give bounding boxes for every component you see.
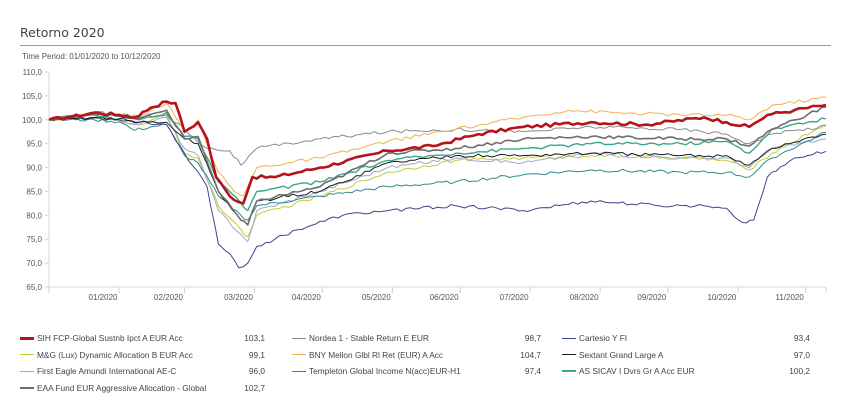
legend-item[interactable]: SIH FCP-Global Sustnb Ipct A EUR Acc	[20, 331, 183, 345]
legend-label: EAA Fund EUR Aggressive Allocation - Glo…	[37, 382, 207, 393]
y-tick-label: 100,0	[22, 116, 43, 125]
x-tick-label: 04/2020	[292, 293, 321, 302]
legend-value: 93,4	[793, 333, 810, 343]
y-tick-label: 110,0	[23, 68, 43, 77]
legend-item[interactable]: M&G (Lux) Dynamic Allocation B EUR Acc	[20, 348, 193, 362]
x-tick-label: 09/2020	[637, 293, 666, 302]
series-line-7[interactable]	[49, 116, 827, 269]
y-tick-label: 105,0	[22, 92, 43, 101]
legend-swatch	[292, 337, 306, 339]
legend-label: AS SICAV I Dvrs Gr A Acc EUR	[579, 366, 695, 376]
legend-label: Cartesio Y FI	[579, 333, 628, 343]
y-tick-label: 70,0	[26, 259, 42, 268]
legend-swatch	[20, 354, 34, 355]
series-lines	[48, 96, 827, 269]
legend-swatch	[292, 370, 306, 372]
x-tick-label: 03/2020	[224, 293, 253, 302]
legend-swatch	[20, 336, 34, 340]
legend-item[interactable]: Templeton Global Income N(acc)EUR-H1	[292, 364, 461, 378]
legend-value: 97,4	[524, 366, 541, 376]
y-tick-label: 95,0	[26, 140, 42, 149]
series-line-5[interactable]	[48, 96, 827, 197]
legend-item[interactable]: Cartesio Y FI	[562, 331, 627, 345]
legend-label: Templeton Global Income N(acc)EUR-H1	[309, 366, 461, 376]
legend-swatch	[20, 386, 34, 389]
x-tick-label: 11/2020	[776, 293, 805, 302]
legend-swatch	[562, 354, 576, 355]
legend-value: 96,0	[248, 366, 265, 376]
legend-value: 97,0	[793, 349, 810, 360]
legend-swatch	[292, 354, 306, 355]
legend-label: M&G (Lux) Dynamic Allocation B EUR Acc	[37, 349, 193, 360]
y-tick-label: 80,0	[26, 211, 42, 220]
legend-item[interactable]: EAA Fund EUR Aggressive Allocation - Glo…	[20, 381, 206, 395]
series-line-0[interactable]	[48, 100, 827, 205]
legend-value: 102,7	[244, 382, 265, 393]
x-tick-label: 07/2020	[500, 293, 529, 302]
line-chart: 65,0 70,0 75,0 80,0 85,0 90,0 95,0 100,0 105,0 11…	[22, 68, 827, 302]
legend-swatch	[562, 337, 576, 339]
axes: 65,0 70,0 75,0 80,0 85,0 90,0 95,0 100,0 105,0 11…	[22, 68, 827, 302]
legend-item[interactable]: BNY Mellon Glbl Rl Ret (EUR) A Acc	[292, 348, 443, 362]
legend-label: SIH FCP-Global Sustnb Ipct A EUR Acc	[37, 333, 183, 343]
legend-label: Sextant Grand Large A	[579, 349, 664, 360]
legend-swatch	[20, 370, 34, 372]
chart-title: Retorno 2020	[20, 25, 105, 40]
x-tick-label: 06/2020	[430, 293, 459, 302]
legend-item[interactable]: Nordea 1 - Stable Return E EUR	[292, 331, 429, 345]
series-line-3[interactable]	[48, 106, 827, 226]
legend-value: 98,7	[524, 333, 541, 343]
x-tick-label: 01/2020	[89, 293, 118, 302]
x-tick-label: 08/2020	[570, 293, 599, 302]
x-tick-label: 02/2020	[154, 293, 183, 302]
legend-value: 103,1	[244, 333, 265, 343]
y-tick-label: 90,0	[26, 164, 42, 173]
legend-label: BNY Mellon Glbl Rl Ret (EUR) A Acc	[309, 349, 444, 360]
legend-value: 99,1	[248, 349, 265, 360]
legend-swatch	[562, 370, 576, 372]
x-tick-label: 05/2020	[362, 293, 391, 302]
legend-label: Nordea 1 - Stable Return E EUR	[309, 333, 429, 343]
x-tick-label: 10/2020	[707, 293, 736, 302]
legend-value: 100,2	[789, 366, 810, 376]
legend-item[interactable]: Sextant Grand Large A	[562, 348, 663, 362]
title-divider	[20, 45, 831, 46]
y-tick-label: 85,0	[26, 187, 42, 196]
series-line-2[interactable]	[48, 116, 827, 243]
y-tick-label: 75,0	[26, 235, 42, 244]
y-tick-label: 65,0	[26, 283, 42, 292]
legend-item[interactable]: First Eagle Amundi International AE-C	[20, 364, 176, 378]
legend-label: First Eagle Amundi International AE-C	[37, 366, 177, 376]
time-period: Time Period: 01/01/2020 to 10/12/2020	[22, 52, 161, 61]
series-line-8[interactable]	[48, 116, 827, 226]
series-line-4[interactable]	[48, 111, 827, 166]
legend-item[interactable]: AS SICAV I Dvrs Gr A Acc EUR	[562, 364, 695, 378]
legend-value: 104,7	[520, 349, 541, 360]
